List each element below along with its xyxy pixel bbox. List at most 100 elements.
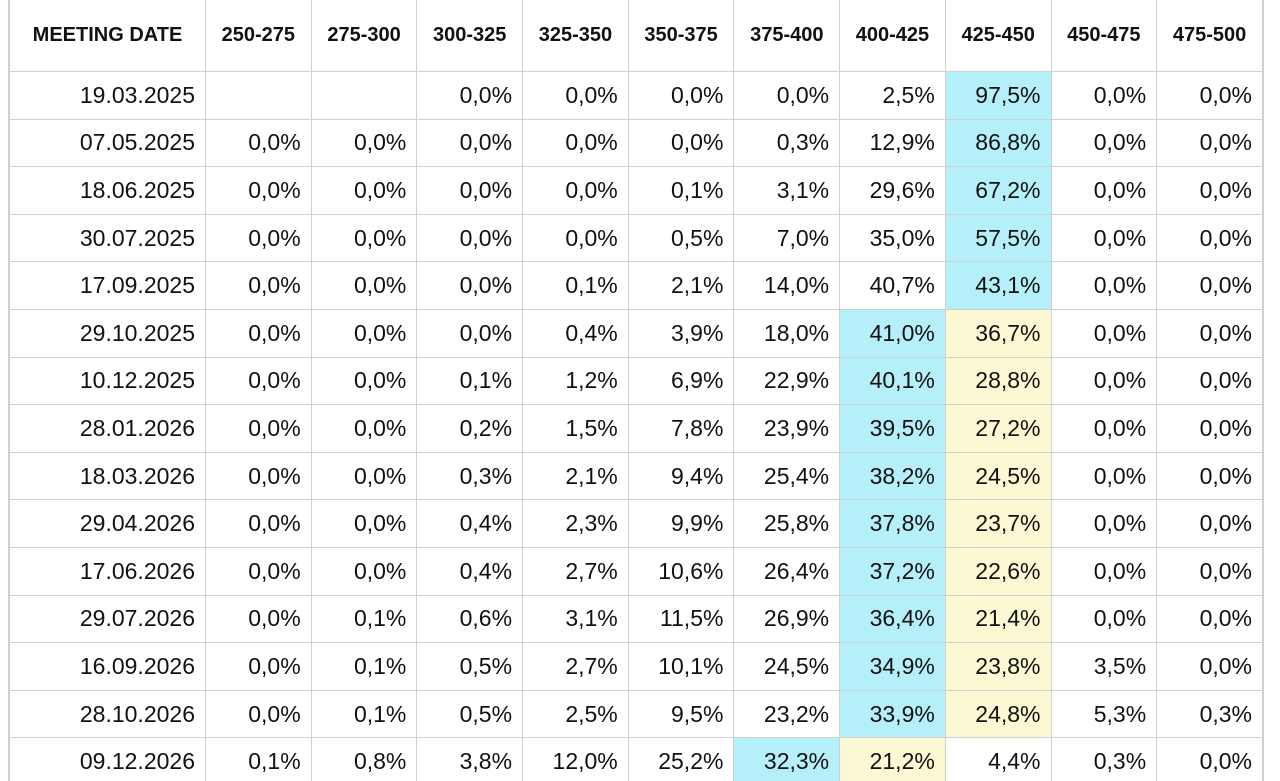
probability-cell: 1,2% (522, 356, 629, 406)
probability-cell: 0,0% (205, 308, 312, 358)
data-row: 07.05.2025 0,0% 0,0% 0,0% 0,0% 0,0% 0,3% 12,9% 8… (9, 118, 1263, 168)
probability-cell: 25,4% (733, 451, 841, 501)
probability-cell: 0,0% (310, 356, 418, 406)
probability-cell: 0,0% (205, 118, 312, 168)
probability-cell: 41,0% (839, 308, 946, 358)
probability-cell: 0,0% (1156, 308, 1263, 358)
probability-cell: 0,0% (1156, 642, 1263, 691)
probability-cell: 0,0% (310, 404, 418, 453)
table-container: MEETING DATE 250-275 275-300 300-325 325-350… (8, 0, 1264, 781)
probability-cell: 21,2% (839, 737, 946, 781)
data-row: 19.03.2025 0,0% 0,0% 0,0% 0,0% 2,5% 97,5% 0,0% 0… (9, 71, 1263, 120)
probability-cell: 43,1% (944, 261, 1052, 310)
probability-cell: 28,8% (944, 356, 1052, 406)
probability-cell: 0,5% (627, 213, 735, 263)
probability-cell: 0,0% (1156, 594, 1263, 644)
probability-cell: 0,0% (416, 118, 524, 168)
probability-cell: 34,9% (839, 642, 946, 691)
probability-cell: 0,3% (1156, 689, 1263, 739)
column-header: 375-400 (733, 0, 841, 72)
probability-cell: 0,0% (627, 71, 735, 120)
column-header: 425-450 (944, 0, 1052, 72)
probability-cell: 35,0% (839, 213, 946, 263)
probability-cell: 0,0% (1050, 356, 1158, 406)
probability-cell: 0,0% (310, 213, 418, 263)
column-header: 400-425 (839, 0, 946, 72)
probability-cell: 0,0% (522, 166, 629, 215)
probability-cell: 9,9% (627, 499, 735, 548)
column-header: 275-300 (310, 0, 418, 72)
probability-cell: 0,0% (1050, 546, 1158, 596)
probability-cell: 0,5% (416, 642, 524, 691)
probability-cell: 0,4% (416, 546, 524, 596)
probability-cell: 0,0% (205, 546, 312, 596)
probability-cell: 0,0% (310, 261, 418, 310)
probability-cell: 0,0% (310, 451, 418, 501)
probability-cell: 1,5% (522, 404, 629, 453)
probability-cell: 0,0% (1050, 594, 1158, 644)
probability-cell: 25,2% (627, 737, 735, 781)
probability-cell: 0,0% (416, 166, 524, 215)
probability-cell: 3,1% (733, 166, 841, 215)
meeting-date: 09.12.2026 (9, 737, 206, 781)
probability-cell: 40,7% (839, 261, 946, 310)
probability-cell: 14,0% (733, 261, 841, 310)
probability-table: MEETING DATE 250-275 275-300 300-325 325-350… (9, 0, 1263, 781)
probability-cell: 0,4% (522, 308, 629, 358)
probability-cell: 0,0% (522, 71, 629, 120)
probability-cell: 0,0% (1050, 261, 1158, 310)
probability-cell: 3,8% (416, 737, 524, 781)
probability-cell: 0,3% (416, 451, 524, 501)
probability-cell: 36,7% (944, 308, 1052, 358)
probability-cell: 0,1% (310, 594, 418, 644)
column-header: MEETING DATE (9, 0, 206, 72)
meeting-date: 29.10.2025 (9, 308, 206, 358)
probability-cell: 22,6% (944, 546, 1052, 596)
probability-cell: 5,3% (1050, 689, 1158, 739)
probability-cell: 0,0% (416, 71, 524, 120)
probability-cell: 0,0% (1156, 737, 1263, 781)
probability-cell: 2,7% (522, 546, 629, 596)
data-row: 30.07.2025 0,0% 0,0% 0,0% 0,0% 0,5% 7,0% 35,0% 5… (9, 213, 1263, 263)
probability-cell: 0,0% (205, 594, 312, 644)
column-header: 325-350 (522, 0, 629, 72)
probability-cell: 0,0% (1050, 308, 1158, 358)
probability-cell: 2,7% (522, 642, 629, 691)
empty-cell (205, 71, 312, 120)
probability-cell: 10,1% (627, 642, 735, 691)
probability-cell: 0,0% (205, 166, 312, 215)
column-header: 300-325 (416, 0, 524, 72)
probability-cell: 97,5% (944, 71, 1052, 120)
probability-cell: 67,2% (944, 166, 1052, 215)
probability-cell: 3,5% (1050, 642, 1158, 691)
probability-cell: 24,8% (944, 689, 1052, 739)
meeting-date: 17.06.2026 (9, 546, 206, 596)
data-row: 29.07.2026 0,0% 0,1% 0,6% 3,1% 11,5% 26,9% 36,4… (9, 594, 1263, 644)
probability-cell: 26,4% (733, 546, 841, 596)
probability-cell: 0,0% (205, 213, 312, 263)
probability-cell: 2,3% (522, 499, 629, 548)
probability-cell: 0,0% (205, 642, 312, 691)
probability-cell: 0,0% (1156, 499, 1263, 548)
meeting-date: 30.07.2025 (9, 213, 206, 263)
probability-cell: 0,0% (205, 499, 312, 548)
probability-cell: 0,0% (1156, 261, 1263, 310)
probability-cell: 32,3% (733, 737, 841, 781)
probability-cell: 3,1% (522, 594, 629, 644)
meeting-date: 29.04.2026 (9, 499, 206, 548)
probability-cell: 0,0% (1156, 546, 1263, 596)
probability-cell: 0,0% (205, 689, 312, 739)
probability-cell: 37,2% (839, 546, 946, 596)
probability-cell: 0,5% (416, 689, 524, 739)
probability-cell: 21,4% (944, 594, 1052, 644)
probability-cell: 18,0% (733, 308, 841, 358)
probability-cell: 3,9% (627, 308, 735, 358)
data-row: 16.09.2026 0,0% 0,1% 0,5% 2,7% 10,1% 24,5% 34,9… (9, 642, 1263, 691)
probability-cell: 9,5% (627, 689, 735, 739)
probability-cell: 57,5% (944, 213, 1052, 263)
data-row: 09.12.2026 0,1% 0,8% 3,8% 12,0% 25,2% 32,3% 21,… (9, 737, 1263, 781)
probability-cell: 0,0% (1050, 71, 1158, 120)
probability-cell: 0,0% (416, 261, 524, 310)
probability-cell: 4,4% (944, 737, 1052, 781)
probability-cell: 40,1% (839, 356, 946, 406)
